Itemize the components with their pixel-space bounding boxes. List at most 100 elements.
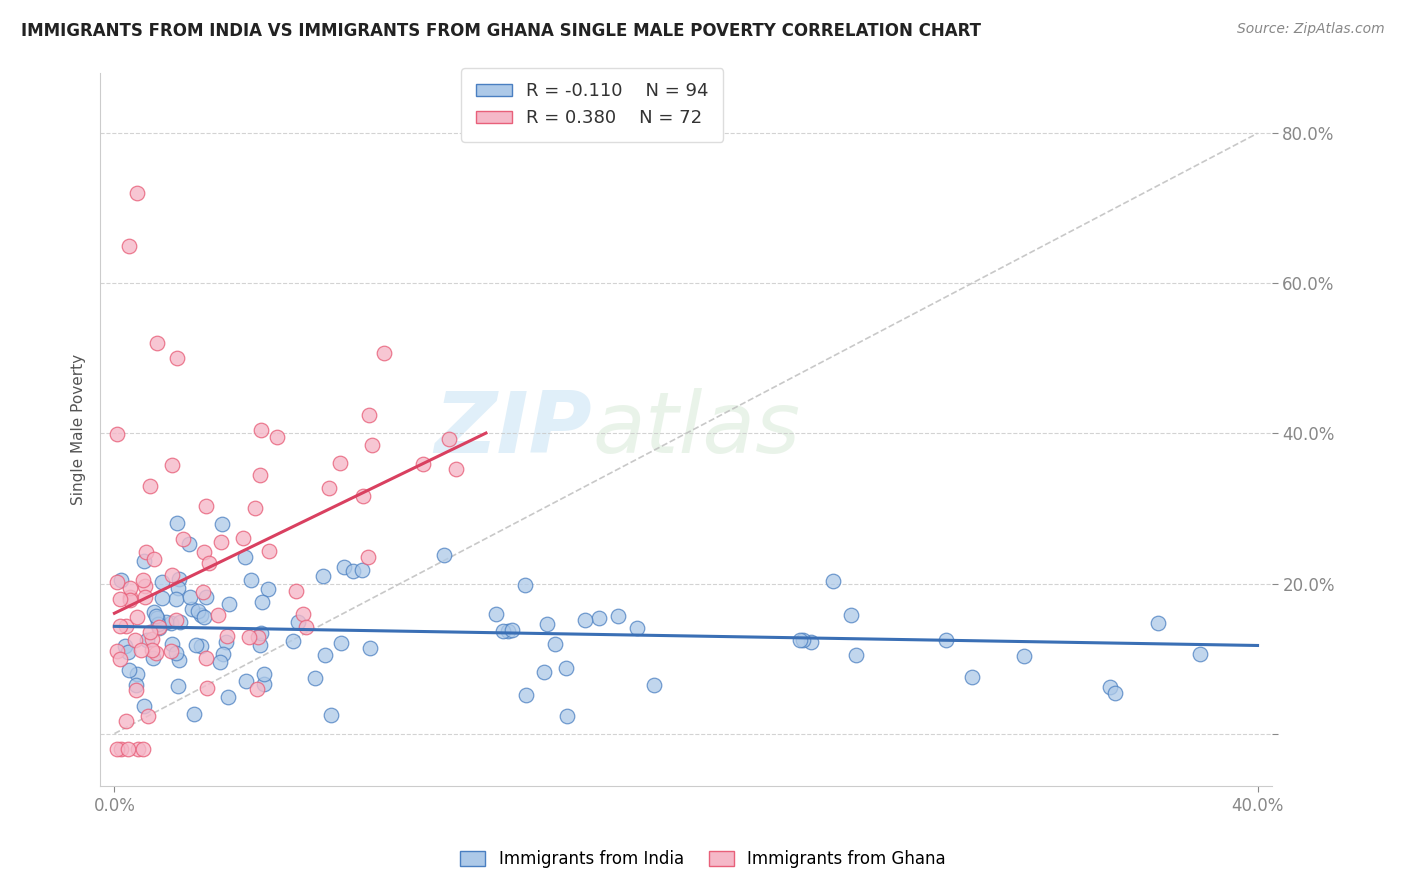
Point	[1098, 680, 1121, 694]
Point	[195, 590, 218, 604]
Point	[350, 563, 373, 577]
Point	[250, 423, 273, 437]
Point	[845, 648, 868, 663]
Point	[160, 567, 183, 582]
Point	[118, 663, 141, 677]
Point	[143, 605, 166, 619]
Point	[498, 624, 520, 639]
Point	[132, 699, 155, 714]
Point	[643, 678, 665, 692]
Point	[169, 615, 191, 630]
Point	[209, 655, 232, 669]
Point	[166, 516, 188, 531]
Point	[125, 610, 148, 624]
Point	[105, 574, 128, 589]
Point	[195, 681, 218, 695]
Point	[159, 643, 181, 657]
Point	[125, 683, 148, 698]
Point	[246, 630, 269, 644]
Point	[167, 653, 190, 667]
Point	[433, 548, 456, 562]
Point	[108, 619, 131, 633]
Text: ZIP: ZIP	[434, 388, 592, 471]
Point	[179, 537, 201, 551]
Point	[146, 611, 169, 625]
Point	[1104, 686, 1126, 700]
Point	[193, 545, 215, 559]
Point	[444, 462, 467, 476]
Point	[607, 609, 630, 624]
Point	[183, 706, 205, 721]
Point	[160, 615, 183, 630]
Point	[314, 648, 336, 662]
Point	[1014, 648, 1036, 663]
Point	[515, 578, 537, 592]
Point	[136, 708, 159, 723]
Point	[191, 584, 214, 599]
Point	[294, 620, 316, 634]
Point	[557, 708, 579, 723]
Point	[124, 633, 146, 648]
Point	[139, 625, 162, 640]
Point	[139, 479, 162, 493]
Point	[232, 531, 254, 545]
Point	[253, 677, 276, 691]
Point	[356, 550, 378, 565]
Point	[132, 573, 155, 587]
Point	[134, 579, 156, 593]
Point	[333, 560, 356, 574]
Point	[960, 670, 983, 684]
Point	[129, 643, 152, 657]
Point	[143, 552, 166, 566]
Point	[209, 534, 232, 549]
Point	[141, 632, 163, 646]
Text: atlas: atlas	[592, 388, 800, 471]
Point	[256, 582, 278, 597]
Point	[359, 640, 381, 655]
Y-axis label: Single Male Poverty: Single Male Poverty	[72, 354, 86, 505]
Point	[238, 630, 260, 644]
Point	[1146, 615, 1168, 630]
Point	[105, 426, 128, 441]
Point	[412, 457, 434, 471]
Point	[142, 650, 165, 665]
Point	[1189, 648, 1212, 662]
Point	[127, 666, 149, 681]
Point	[250, 625, 273, 640]
Point	[146, 336, 169, 351]
Point	[110, 592, 132, 607]
Point	[125, 678, 148, 692]
Point	[342, 564, 364, 578]
Point	[141, 643, 163, 657]
Point	[373, 346, 395, 360]
Point	[501, 623, 523, 637]
Legend: R = -0.110    N = 94, R = 0.380    N = 72: R = -0.110 N = 94, R = 0.380 N = 72	[461, 68, 723, 142]
Point	[212, 647, 235, 661]
Point	[162, 637, 184, 651]
Point	[152, 591, 174, 606]
Point	[118, 590, 141, 604]
Point	[155, 615, 177, 630]
Point	[250, 595, 273, 609]
Point	[249, 638, 271, 652]
Point	[145, 609, 167, 624]
Point	[167, 680, 190, 694]
Point	[789, 632, 811, 647]
Point	[134, 591, 156, 605]
Point	[115, 619, 138, 633]
Point	[515, 689, 537, 703]
Point	[190, 607, 212, 622]
Point	[172, 532, 194, 546]
Point	[152, 575, 174, 590]
Text: Source: ZipAtlas.com: Source: ZipAtlas.com	[1237, 22, 1385, 37]
Point	[165, 646, 187, 660]
Point	[118, 593, 141, 607]
Point	[105, 644, 128, 658]
Point	[148, 621, 170, 635]
Point	[127, 186, 149, 201]
Point	[574, 613, 596, 627]
Point	[190, 639, 212, 653]
Point	[361, 438, 384, 452]
Point	[318, 481, 340, 495]
Point	[195, 650, 218, 665]
